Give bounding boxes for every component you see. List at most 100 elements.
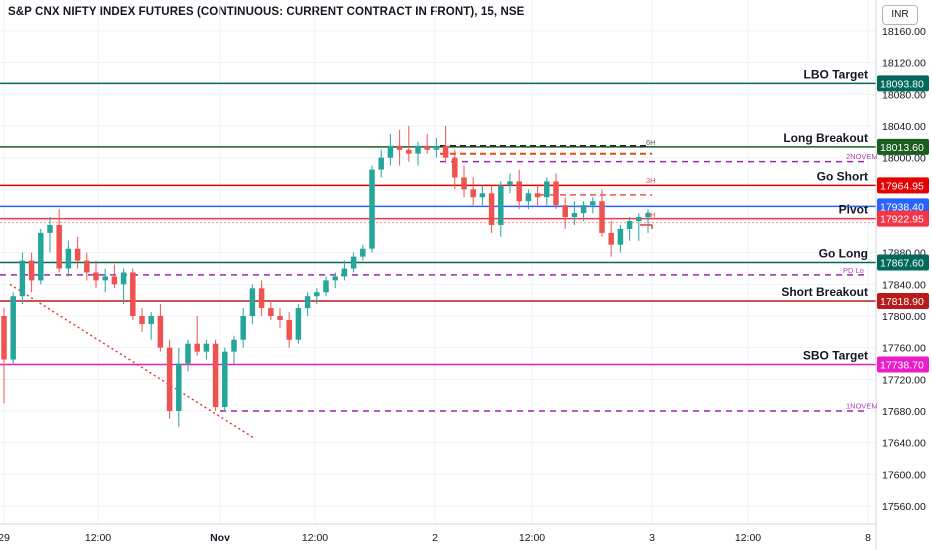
candle bbox=[231, 335, 237, 364]
candle-body bbox=[130, 272, 136, 316]
candle-body bbox=[28, 260, 35, 281]
candle bbox=[185, 339, 191, 372]
candle bbox=[28, 252, 35, 293]
candle-body bbox=[590, 201, 596, 206]
candle bbox=[590, 197, 596, 214]
candle-body bbox=[507, 181, 513, 186]
time-tick-label: 12:00 bbox=[302, 532, 328, 544]
candle bbox=[93, 260, 99, 289]
candle bbox=[617, 224, 624, 253]
candle bbox=[157, 304, 164, 352]
price-tick-label: 18040.00 bbox=[882, 121, 926, 133]
candle bbox=[120, 268, 127, 305]
candle-body bbox=[93, 272, 99, 281]
candle bbox=[406, 126, 412, 162]
level-name-label: Short Breakout bbox=[781, 285, 868, 299]
candle bbox=[47, 217, 53, 253]
candle-body bbox=[47, 224, 53, 233]
price-tick-label: 18080.00 bbox=[882, 89, 926, 101]
annotation-label: 1NOVEM bbox=[846, 401, 878, 410]
candle bbox=[534, 185, 541, 206]
candle bbox=[516, 169, 522, 210]
candle-body bbox=[56, 224, 62, 269]
candle-body bbox=[396, 145, 403, 150]
candle bbox=[84, 252, 90, 281]
time-tick-label: 12:00 bbox=[85, 532, 111, 544]
candle-body bbox=[194, 343, 200, 352]
candle bbox=[10, 292, 16, 364]
candle bbox=[571, 201, 578, 225]
candle bbox=[562, 197, 568, 229]
candle bbox=[645, 209, 651, 233]
candle-body bbox=[415, 145, 421, 154]
candle bbox=[148, 312, 154, 340]
price-tick-label: 17560.00 bbox=[882, 501, 926, 513]
time-tick-label: 2 bbox=[432, 532, 438, 544]
time-tick-label: 29 bbox=[0, 532, 10, 544]
price-tick-label: 18160.00 bbox=[882, 26, 926, 38]
candle-body bbox=[231, 339, 237, 352]
price-tick-label: 17800.00 bbox=[882, 311, 926, 323]
candle bbox=[176, 347, 182, 427]
candle bbox=[295, 304, 302, 344]
candle-body bbox=[249, 288, 256, 316]
candle-body bbox=[157, 316, 164, 348]
candle-body bbox=[314, 292, 320, 297]
candle bbox=[38, 228, 44, 285]
candle-body bbox=[10, 296, 16, 360]
currency-button[interactable]: INR bbox=[882, 5, 918, 25]
candle-body bbox=[19, 260, 26, 297]
price-label: 17867.60 bbox=[880, 257, 924, 269]
price-label: 17964.95 bbox=[880, 180, 924, 192]
candle bbox=[74, 236, 81, 269]
candle-body bbox=[369, 169, 375, 249]
price-label: 18013.60 bbox=[880, 142, 924, 154]
candle-body bbox=[534, 193, 541, 198]
price-label: 18093.80 bbox=[880, 78, 924, 90]
candle bbox=[222, 347, 228, 411]
candle bbox=[360, 244, 366, 261]
candle bbox=[442, 126, 449, 162]
candle bbox=[240, 308, 246, 348]
price-tick-label: 17760.00 bbox=[882, 343, 926, 355]
candle-body bbox=[562, 205, 568, 218]
candle-body bbox=[442, 145, 449, 158]
level-name-label: Long Breakout bbox=[783, 131, 868, 145]
candle bbox=[212, 339, 219, 411]
candle-body bbox=[212, 343, 219, 408]
candle bbox=[332, 272, 338, 289]
candle bbox=[166, 339, 173, 419]
candle-body bbox=[332, 276, 338, 281]
level-name-label: SBO Target bbox=[803, 349, 868, 363]
candle bbox=[268, 300, 274, 320]
price-label-bg bbox=[877, 293, 929, 310]
candle-body bbox=[378, 157, 384, 170]
candle bbox=[350, 252, 357, 273]
level-name-label: Pivot bbox=[839, 203, 868, 217]
candle-body bbox=[461, 177, 467, 190]
candle-body bbox=[553, 181, 559, 206]
candle-body bbox=[488, 193, 495, 225]
candle bbox=[626, 217, 633, 241]
time-axis[interactable]: 29 12:00 Nov 12:00 2 12:00 3 12:00 8 bbox=[0, 532, 871, 544]
candle bbox=[378, 149, 384, 178]
candle-body bbox=[599, 201, 605, 233]
candle-body bbox=[387, 145, 394, 158]
candle bbox=[304, 292, 311, 316]
candle-body bbox=[571, 213, 578, 218]
price-label: 17938.40 bbox=[880, 201, 924, 213]
candle-body bbox=[525, 193, 532, 202]
time-tick-label: 3 bbox=[649, 532, 655, 544]
candle-body bbox=[608, 232, 614, 245]
price-label-bg bbox=[877, 254, 929, 271]
candle bbox=[553, 173, 559, 210]
annotation-label: 2NOVEM bbox=[846, 152, 878, 161]
price-label-bg bbox=[877, 198, 929, 215]
candle bbox=[452, 149, 458, 190]
candle-body bbox=[120, 272, 127, 285]
candle bbox=[139, 308, 145, 332]
candle bbox=[599, 189, 605, 237]
candle bbox=[387, 133, 394, 166]
candle-body bbox=[176, 363, 182, 411]
